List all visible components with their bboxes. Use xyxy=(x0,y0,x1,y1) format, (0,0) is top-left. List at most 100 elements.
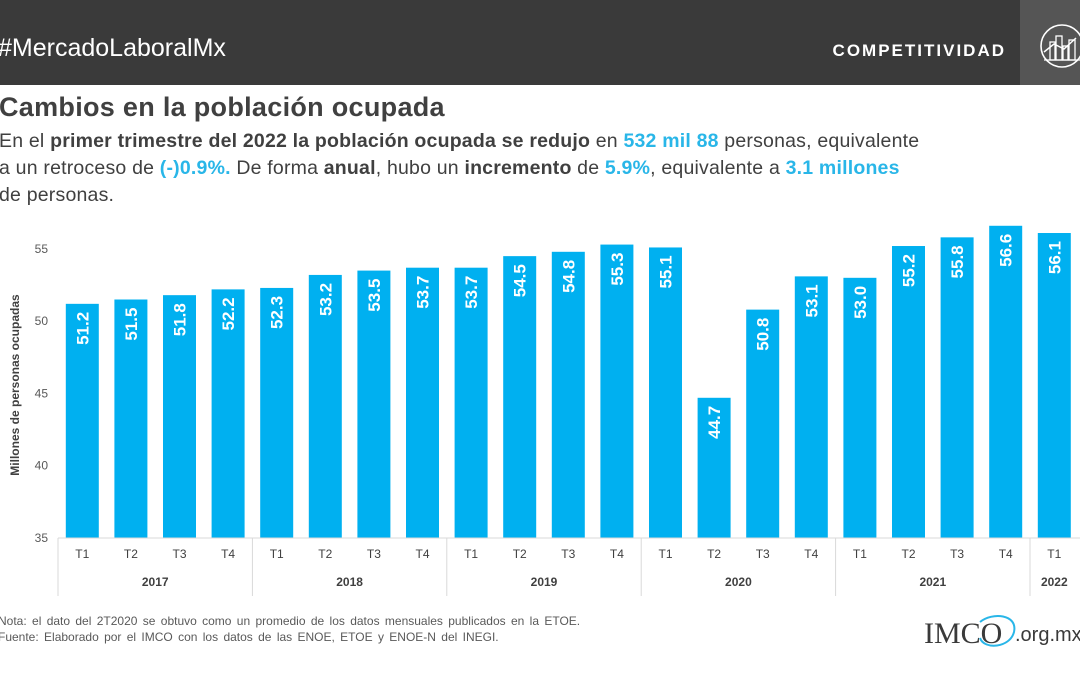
x-tick-label: T3 xyxy=(367,547,381,561)
y-tick-label: 55 xyxy=(35,242,49,256)
x-tick-label: T1 xyxy=(270,547,284,561)
x-tick-label: T4 xyxy=(221,547,235,561)
bar xyxy=(892,246,925,538)
description-line-2: a un retroceso de (-)0.9%. De forma anua… xyxy=(0,155,1080,182)
imco-logo: IMCO .org.mx xyxy=(924,615,1080,650)
bar xyxy=(843,277,877,538)
x-tick-label: T4 xyxy=(804,547,818,561)
bar xyxy=(260,287,294,538)
description-segment: 532 mil 88 xyxy=(623,130,719,152)
bar-data-label: 51.5 xyxy=(122,308,141,341)
x-tick-label: T1 xyxy=(464,547,478,561)
bar xyxy=(357,270,391,538)
bar-data-label: 53.2 xyxy=(316,283,335,316)
x-tick-label: T4 xyxy=(415,547,429,561)
bar xyxy=(163,295,196,538)
description-segment: personas, equivalente xyxy=(718,130,920,152)
bar xyxy=(649,247,682,539)
bar xyxy=(114,299,148,538)
description-segment: en xyxy=(590,130,624,152)
bar-data-label: 52.3 xyxy=(268,296,287,329)
logo-suffix: .org.mx xyxy=(1015,624,1080,646)
bar-data-label: 56.1 xyxy=(1045,241,1064,274)
section-label: COMPETITIVIDAD xyxy=(832,41,1006,60)
bar xyxy=(65,303,99,538)
bar-data-label: 50.8 xyxy=(754,318,773,351)
bar-data-label: 55.8 xyxy=(948,245,967,278)
x-tick-label: T3 xyxy=(950,547,964,561)
description-segment: 3.1 millones xyxy=(785,157,900,179)
bar xyxy=(551,251,585,539)
x-tick-label: T3 xyxy=(172,547,186,561)
year-group-label: 2019 xyxy=(531,575,558,589)
description-segment: 5.9% xyxy=(604,157,651,179)
bar-data-label: 54.5 xyxy=(511,264,530,297)
y-axis-label: Millones de personas ocupadas xyxy=(8,294,22,476)
page-title: Cambios en la población ocupada xyxy=(0,92,445,122)
x-tick-label: T1 xyxy=(853,547,867,561)
bar xyxy=(989,225,1023,539)
year-group-label: 2022 xyxy=(1041,575,1068,589)
bar-chart: 35 40 45 50 55 Millones de personas ocupadas 5… xyxy=(8,225,1080,596)
bar xyxy=(406,267,439,538)
x-tick-label: T3 xyxy=(756,547,770,561)
bar-data-label: 56.6 xyxy=(997,234,1016,267)
bar-data-label: 51.8 xyxy=(171,303,190,336)
header-bar: #MercadoLaboralMx COMPETITIVIDAD xyxy=(0,0,1080,85)
description-line-1: En el primer trimestre del 2022 la pobla… xyxy=(0,128,1080,155)
description-segment: incremento xyxy=(464,157,572,179)
y-tick-label: 40 xyxy=(35,459,49,473)
description-segment: anual xyxy=(323,157,376,179)
x-tick-label: T1 xyxy=(75,547,89,561)
description-segment: de xyxy=(571,157,605,179)
year-group-label: 2018 xyxy=(336,575,363,589)
bar-data-label: 55.2 xyxy=(900,254,919,287)
description-segment: , hubo un xyxy=(375,157,465,179)
bar xyxy=(211,289,245,538)
bar-data-label: 55.1 xyxy=(657,255,676,288)
footnotes: Nota: el dato del 2T2020 se obtuvo como … xyxy=(0,613,580,645)
bar-data-label: 52.2 xyxy=(219,297,238,330)
x-tick-label: T2 xyxy=(707,547,721,561)
description-segment: De forma xyxy=(230,157,324,179)
x-tick-label: T2 xyxy=(124,547,138,561)
city-skyline-icon xyxy=(1040,24,1080,68)
x-tick-label: T2 xyxy=(318,547,332,561)
bar xyxy=(940,237,974,538)
bar xyxy=(746,309,780,538)
hashtag-title: #MercadoLaboralMx xyxy=(0,34,226,62)
y-tick-label: 35 xyxy=(35,531,49,545)
bar xyxy=(454,267,488,538)
bar-data-label: 44.7 xyxy=(705,406,724,439)
bar xyxy=(1037,233,1071,538)
bar-data-label: 53.7 xyxy=(414,276,433,309)
description-segment: a un retroceso de xyxy=(0,157,160,179)
description-segment: En el xyxy=(0,130,51,152)
source-text: Fuente: Elaborado por el IMCO con los da… xyxy=(0,630,499,644)
bar-data-label: 53.0 xyxy=(851,286,870,319)
bar xyxy=(503,256,537,538)
bar xyxy=(794,276,828,538)
bar-data-label: 53.5 xyxy=(365,279,384,312)
year-group-label: 2021 xyxy=(919,575,946,589)
x-tick-label: T1 xyxy=(1047,547,1061,561)
x-tick-label: T4 xyxy=(999,547,1013,561)
description-segment: (-)0.9%. xyxy=(159,157,231,179)
bar-data-label: 51.2 xyxy=(73,312,92,345)
x-tick-label: T3 xyxy=(561,547,575,561)
description-segment: primer trimestre del 2022 la población o… xyxy=(50,130,591,152)
bar-data-label: 54.8 xyxy=(559,260,578,293)
bar-data-label: 55.3 xyxy=(608,253,627,286)
x-tick-label: T1 xyxy=(658,547,672,561)
y-tick-label: 45 xyxy=(35,386,49,400)
bar xyxy=(308,274,342,538)
header-icon-box xyxy=(1020,0,1080,85)
x-tick-label: T2 xyxy=(513,547,527,561)
bar xyxy=(600,244,634,538)
description-segment: , equivalente a xyxy=(650,157,786,179)
bar-data-label: 53.7 xyxy=(462,276,481,309)
year-group-label: 2020 xyxy=(725,575,752,589)
description-segment: de personas. xyxy=(0,184,115,206)
bar-data-label: 53.1 xyxy=(802,284,821,317)
x-tick-label: T4 xyxy=(610,547,624,561)
